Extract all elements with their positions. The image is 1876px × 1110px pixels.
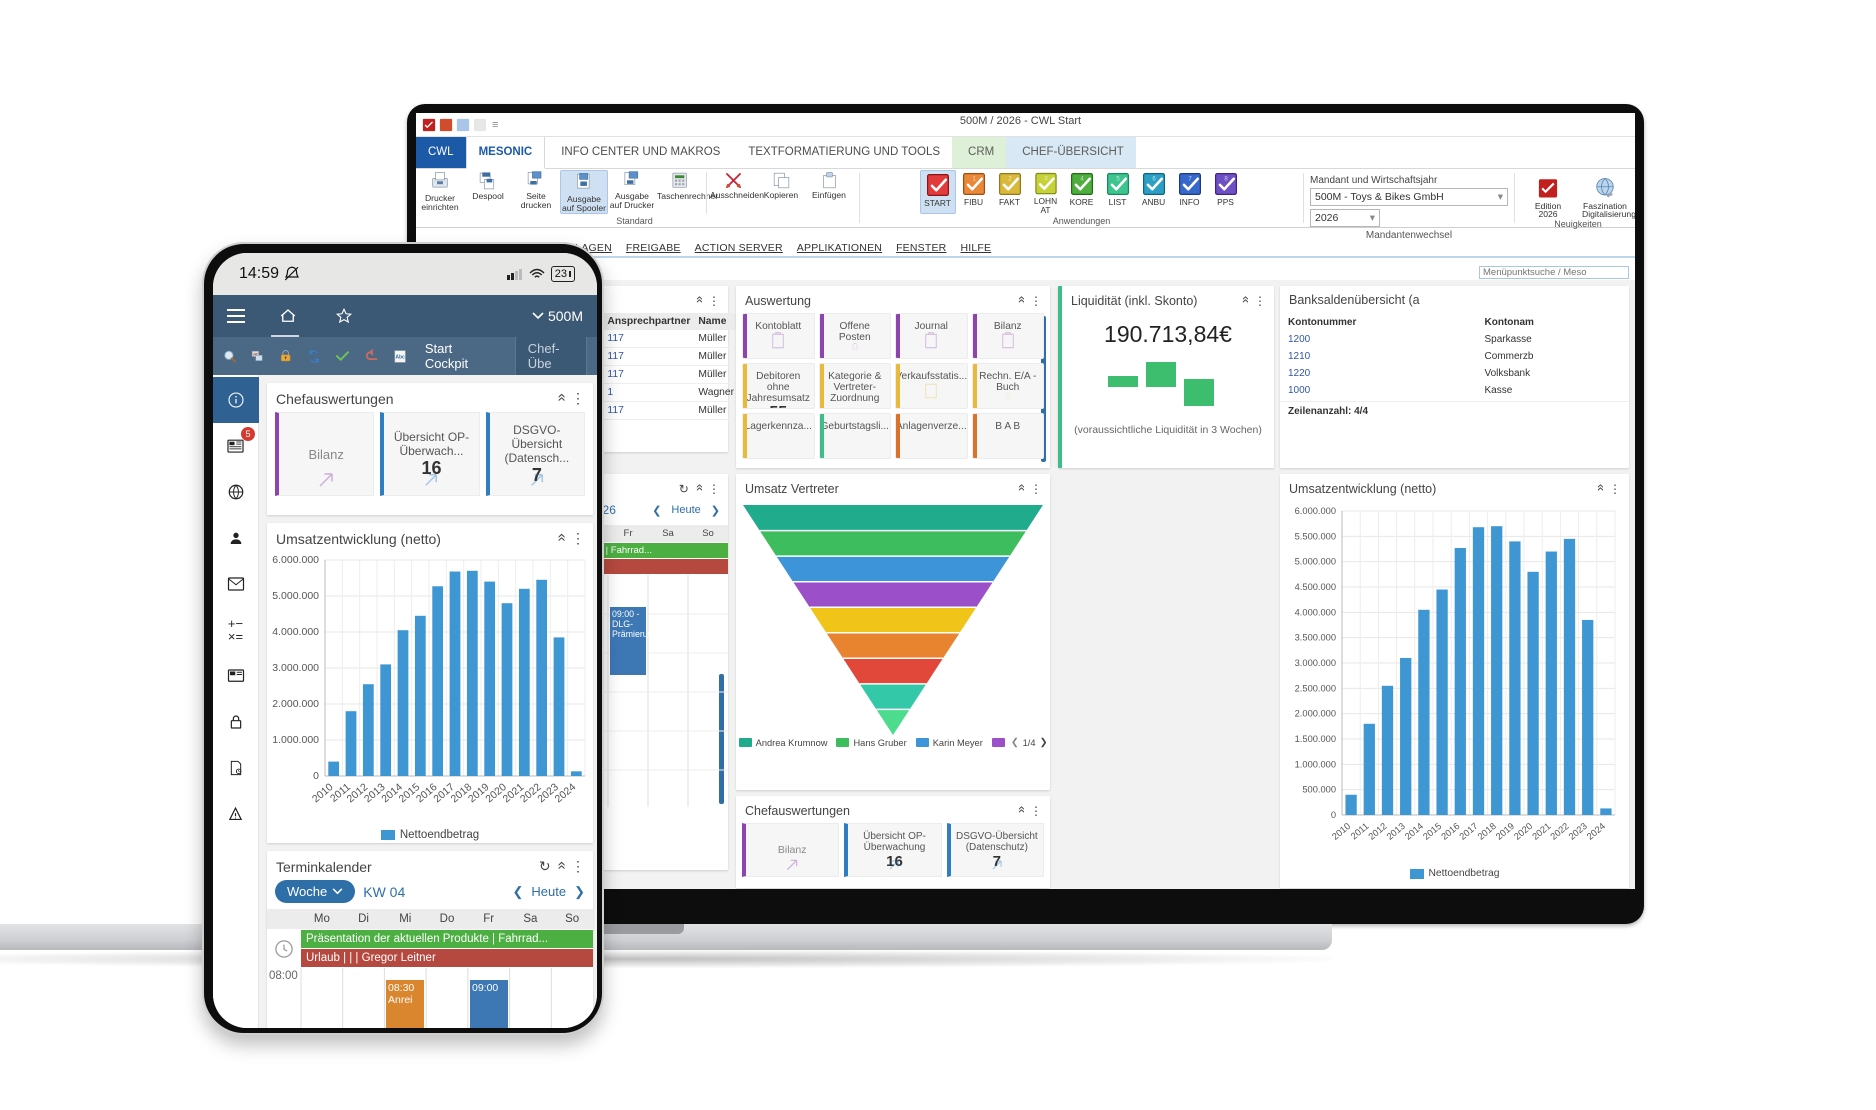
svg-text:4.500.000: 4.500.000 [1295,582,1336,592]
svg-text:Abc: Abc [395,354,405,360]
svg-text:4.000.000: 4.000.000 [272,626,319,638]
svg-text:3: 3 [1044,176,1047,182]
svg-text:5.000.000: 5.000.000 [272,590,319,602]
svg-text:1.000.000: 1.000.000 [1295,759,1336,769]
svg-text:0: 0 [313,770,319,782]
svg-text:2.000.000: 2.000.000 [272,698,319,710]
svg-text:3.000.000: 3.000.000 [272,662,319,674]
svg-text:2018: 2018 [1476,821,1498,842]
svg-text:2012: 2012 [1367,821,1389,842]
svg-text:2.500.000: 2.500.000 [1295,683,1336,693]
svg-text:2020: 2020 [1512,821,1534,842]
svg-text:6.000.000: 6.000.000 [1295,506,1336,516]
svg-text:2.000.000: 2.000.000 [1295,709,1336,719]
svg-text:6.000.000: 6.000.000 [272,554,319,566]
svg-text:500.000: 500.000 [1302,785,1336,795]
svg-text:2019: 2019 [1494,821,1516,842]
svg-text:4.000.000: 4.000.000 [1295,607,1336,617]
svg-text:5.500.000: 5.500.000 [1295,531,1336,541]
svg-text:2024: 2024 [1585,821,1607,842]
svg-text:2024: 2024 [553,781,579,805]
svg-text:2023: 2023 [1567,821,1589,842]
svg-text:1.000.000: 1.000.000 [272,734,319,746]
svg-text:5.000.000: 5.000.000 [1295,557,1336,567]
svg-text:2017: 2017 [1458,821,1480,842]
svg-text:0: 0 [1331,810,1336,820]
svg-text:2016: 2016 [1439,821,1461,842]
svg-text:2011: 2011 [1349,821,1371,842]
svg-text:2021: 2021 [1530,821,1552,842]
svg-text:3.000.000: 3.000.000 [1295,658,1336,668]
svg-text:3.500.000: 3.500.000 [1295,633,1336,643]
svg-text:1.500.000: 1.500.000 [1295,734,1336,744]
svg-text:2015: 2015 [1421,821,1443,842]
svg-text:2014: 2014 [1403,821,1425,842]
svg-text:2013: 2013 [1385,821,1407,842]
svg-text:2010: 2010 [1330,821,1352,842]
svg-text:2022: 2022 [1549,821,1571,842]
